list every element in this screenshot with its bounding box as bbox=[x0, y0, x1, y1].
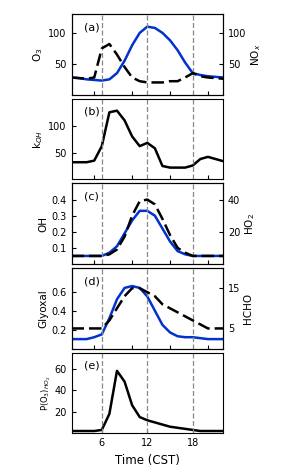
Text: (d): (d) bbox=[84, 276, 100, 286]
Text: (e): (e) bbox=[84, 361, 99, 371]
Y-axis label: k$_{OH}$: k$_{OH}$ bbox=[32, 129, 45, 149]
X-axis label: Time (CST): Time (CST) bbox=[115, 454, 180, 466]
Text: (a): (a) bbox=[84, 22, 99, 32]
Text: (c): (c) bbox=[84, 191, 98, 201]
Y-axis label: HCHO: HCHO bbox=[243, 293, 253, 324]
Y-axis label: NO$_x$: NO$_x$ bbox=[249, 43, 263, 66]
Y-axis label: Glyoxal: Glyoxal bbox=[39, 289, 49, 327]
Y-axis label: O$_3$: O$_3$ bbox=[32, 48, 45, 62]
Y-axis label: HO$_2$: HO$_2$ bbox=[243, 213, 257, 235]
Text: (b): (b) bbox=[84, 107, 99, 117]
Y-axis label: OH: OH bbox=[39, 216, 49, 232]
Y-axis label: P(O$_3$)$_{HO_2}$: P(O$_3$)$_{HO_2}$ bbox=[39, 375, 53, 411]
